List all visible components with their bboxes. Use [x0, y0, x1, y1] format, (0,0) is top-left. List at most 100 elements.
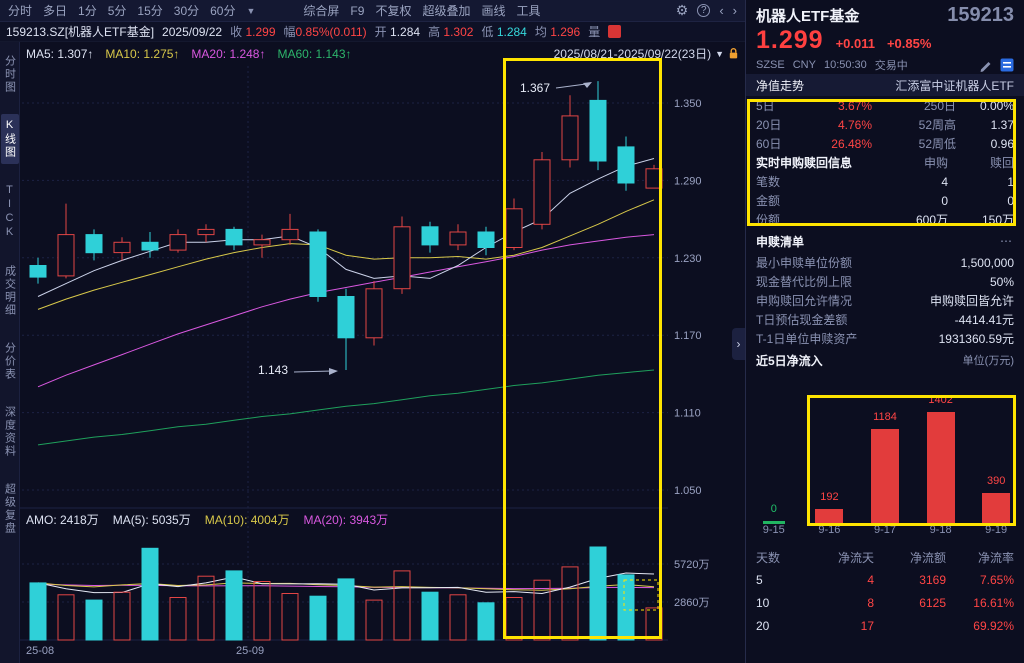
date-tick: 9-16: [818, 524, 841, 536]
col-header: 净流天: [837, 550, 874, 565]
ma20-label: MA20: 1.248↑: [191, 46, 266, 61]
ma-line: [37, 369, 655, 446]
col-header: 净流率: [977, 550, 1014, 565]
lock-icon[interactable]: [728, 47, 739, 60]
candle-body: [365, 288, 383, 339]
flow-bar: [815, 509, 844, 524]
left-view-tabs: 分时图 K线图 TICK 成交明细 分价表 深度资料 超级复盘: [0, 42, 20, 663]
period-1min[interactable]: 1分: [78, 4, 97, 18]
rt-label: 笔数: [756, 175, 781, 189]
grid-panel-icon[interactable]: [1000, 58, 1014, 72]
candle-body: [225, 228, 243, 246]
chevron-right-icon[interactable]: ›: [732, 3, 737, 18]
price-change-pct: +0.85%: [886, 36, 932, 51]
flow-bar: [982, 493, 1011, 524]
perf-label: 250日: [923, 99, 956, 113]
amo-ma10-label: MA(10): 4004万: [204, 513, 290, 527]
candle-body: [561, 115, 579, 161]
sidebar-item-fenjiabiao[interactable]: 分价表: [3, 342, 16, 381]
volume-field-label: 量: [588, 25, 601, 39]
volume-bar: [477, 602, 495, 641]
candle-body: [57, 234, 75, 277]
period-dropdown-icon[interactable]: ▼: [246, 5, 256, 16]
bar-value-label: 0: [770, 503, 777, 515]
period-fenshi[interactable]: 分时: [8, 4, 33, 18]
date-tick: 9-19: [985, 524, 1008, 536]
toolbar-icon-group: ⚙ ? ‹ ›: [676, 2, 737, 19]
ma60-label: MA60: 1.143↑: [277, 46, 352, 61]
date-tick: 9-15: [762, 524, 785, 536]
symbol-label: 159213.SZ[机器人ETF基金]: [6, 25, 155, 39]
more-ellipsis-icon[interactable]: ⋯: [1000, 234, 1014, 248]
help-icon[interactable]: ?: [697, 4, 711, 17]
tool-draw-line[interactable]: 画线: [481, 4, 506, 18]
period-duori[interactable]: 多日: [43, 4, 68, 18]
period-5min[interactable]: 5分: [107, 4, 127, 18]
period-15min[interactable]: 15分: [137, 4, 163, 18]
col-header: 天数: [756, 550, 781, 565]
tool-no-adjust[interactable]: 不复权: [375, 4, 412, 18]
rt-buy-value: 600万: [915, 213, 948, 227]
sidebar-item-tick[interactable]: TICK: [3, 184, 16, 240]
sidebar-item-chengjiaomingxi[interactable]: 成交明细: [3, 265, 16, 317]
tool-super-overlay[interactable]: 超级叠加: [422, 4, 471, 18]
candle-body: [645, 168, 663, 189]
tool-f9[interactable]: F9: [350, 3, 365, 18]
svg-text:5720万: 5720万: [674, 559, 709, 571]
left-column: 分时 多日 1分 5分 15分 30分 60分 ▼ 综合屏 F9 不复权 超级叠…: [0, 0, 745, 663]
perf-label: 5日: [756, 99, 775, 113]
collapse-arrow-icon: ›: [736, 337, 741, 351]
open-field: 开 1.284: [374, 25, 421, 39]
volume-bar: [29, 582, 47, 641]
candle-body: [477, 231, 495, 248]
quote-infobar: 159213.SZ[机器人ETF基金] 2025/09/22 收 1.299 幅…: [0, 22, 745, 42]
dashed-highlight-box: [623, 579, 659, 611]
volume-bar: [337, 578, 355, 641]
collapse-panel-button[interactable]: ›: [732, 328, 745, 360]
volume-bar: [449, 594, 467, 641]
ma-indicator-row: MA5: 1.307↑ MA10: 1.275↑ MA20: 1.248↑ MA…: [26, 45, 739, 62]
sidebar-item-fenshitu[interactable]: 分时图: [3, 55, 16, 94]
kv-row: T-1日单位申赎资产 1931360.59元: [746, 329, 1024, 348]
rt-buy-value: 4: [941, 174, 948, 189]
kv-label: T-1日单位申赎资产: [756, 332, 858, 346]
period-60min[interactable]: 60分: [210, 4, 236, 18]
bar-value-label: 390: [987, 475, 1006, 487]
pencil-icon[interactable]: [980, 58, 993, 72]
sidebar-item-shendu-ziliao[interactable]: 深度资料: [3, 406, 16, 458]
svg-text:1.230: 1.230: [674, 253, 702, 265]
tool-composite-screen[interactable]: 综合屏: [303, 4, 340, 18]
chevron-left-icon[interactable]: ‹: [719, 3, 724, 18]
candle-body: [421, 226, 439, 246]
realtime-row-count: 笔数 4 1: [746, 172, 1024, 191]
kv-label: 现金替代比例上限: [756, 275, 853, 289]
candle-body: [393, 226, 411, 290]
date-range-selector[interactable]: 2025/08/21-2025/09/22(23日) ▼: [554, 45, 739, 62]
panel-header: 机器人ETF基金 159213: [746, 0, 1024, 26]
volume-bar: [253, 581, 271, 641]
unit-label: 单位(万元): [962, 355, 1014, 367]
tool-tools[interactable]: 工具: [516, 4, 541, 18]
rt-redeem-value: 1: [1007, 174, 1014, 189]
candle-body: [253, 239, 271, 246]
perf-value: 0.96: [990, 136, 1014, 151]
ma-line: [37, 158, 655, 297]
fund-name-title: 机器人ETF基金: [756, 7, 860, 25]
kv-label: 最小申赎单位份额: [756, 256, 853, 270]
volume-bar: [589, 546, 607, 641]
gear-icon[interactable]: ⚙: [675, 2, 689, 18]
svg-text:1.050: 1.050: [674, 485, 702, 497]
volume-bar: [113, 591, 131, 641]
kv-label: 申购赎回允许情况: [756, 294, 853, 308]
period-30min[interactable]: 30分: [173, 4, 200, 18]
cell-net-rate: 16.61%: [973, 595, 1014, 610]
sidebar-item-kline[interactable]: K线图: [0, 114, 19, 164]
cell-net-days: 17: [860, 618, 874, 633]
tab-nav-trend[interactable]: 净值走势: [756, 78, 805, 93]
flow-bar-slot: 1184: [857, 372, 913, 524]
candle-body: [169, 234, 187, 251]
kline-chart[interactable]: 1.350 1.290 1.230 1.170 1.110 1.050 5720万 2860万…: [20, 42, 745, 663]
hot-badge-icon[interactable]: [608, 25, 622, 38]
rt-label: 金额: [756, 194, 781, 208]
sidebar-item-chaoji-fupan[interactable]: 超级复盘: [3, 483, 16, 535]
